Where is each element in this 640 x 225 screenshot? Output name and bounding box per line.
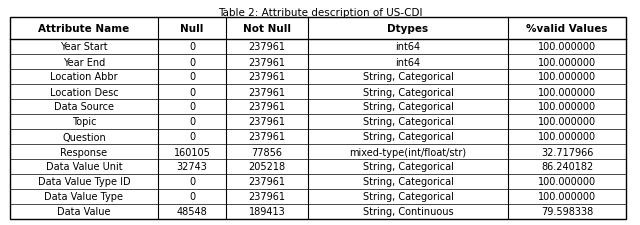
Text: Data Value Type ID: Data Value Type ID — [38, 177, 131, 187]
Text: Year Start: Year Start — [60, 42, 108, 52]
Text: Topic: Topic — [72, 117, 96, 127]
Text: String, Categorical: String, Categorical — [363, 132, 453, 142]
Text: Dtypes: Dtypes — [387, 24, 429, 34]
Text: 0: 0 — [189, 102, 195, 112]
Text: 100.000000: 100.000000 — [538, 72, 596, 82]
Text: Year End: Year End — [63, 57, 105, 67]
Text: 79.598338: 79.598338 — [541, 207, 593, 216]
Text: Null: Null — [180, 24, 204, 34]
Text: String, Categorical: String, Categorical — [363, 177, 453, 187]
Text: 0: 0 — [189, 177, 195, 187]
Text: 160105: 160105 — [173, 147, 211, 157]
Text: String, Categorical: String, Categorical — [363, 102, 453, 112]
Text: String, Categorical: String, Categorical — [363, 162, 453, 172]
Text: 0: 0 — [189, 117, 195, 127]
Text: Data Source: Data Source — [54, 102, 114, 112]
Text: mixed-type(int/float/str): mixed-type(int/float/str) — [349, 147, 467, 157]
Text: 100.000000: 100.000000 — [538, 177, 596, 187]
Text: 189413: 189413 — [248, 207, 285, 216]
Text: 0: 0 — [189, 132, 195, 142]
Text: Table 2: Attribute description of US-CDI: Table 2: Attribute description of US-CDI — [218, 8, 422, 18]
Text: int64: int64 — [396, 57, 420, 67]
Text: Response: Response — [60, 147, 108, 157]
Text: 77856: 77856 — [252, 147, 282, 157]
Text: 86.240182: 86.240182 — [541, 162, 593, 172]
Text: 100.000000: 100.000000 — [538, 57, 596, 67]
Text: 0: 0 — [189, 192, 195, 202]
Text: 205218: 205218 — [248, 162, 285, 172]
Text: String, Categorical: String, Categorical — [363, 72, 453, 82]
Text: Attribute Name: Attribute Name — [38, 24, 130, 34]
Text: Location Abbr: Location Abbr — [50, 72, 118, 82]
Text: 48548: 48548 — [177, 207, 207, 216]
Text: String, Categorical: String, Categorical — [363, 87, 453, 97]
Text: 237961: 237961 — [248, 117, 285, 127]
Text: Not Null: Not Null — [243, 24, 291, 34]
Text: %valid Values: %valid Values — [526, 24, 608, 34]
Text: int64: int64 — [396, 42, 420, 52]
Text: String, Categorical: String, Categorical — [363, 192, 453, 202]
Text: 237961: 237961 — [248, 102, 285, 112]
Text: String, Continuous: String, Continuous — [363, 207, 453, 216]
Text: Question: Question — [62, 132, 106, 142]
Text: 100.000000: 100.000000 — [538, 192, 596, 202]
Text: 32.717966: 32.717966 — [541, 147, 593, 157]
Text: 100.000000: 100.000000 — [538, 42, 596, 52]
Text: 237961: 237961 — [248, 132, 285, 142]
Text: 237961: 237961 — [248, 87, 285, 97]
Text: 0: 0 — [189, 57, 195, 67]
Text: 100.000000: 100.000000 — [538, 87, 596, 97]
Text: Location Desc: Location Desc — [50, 87, 118, 97]
Text: 100.000000: 100.000000 — [538, 102, 596, 112]
Text: 100.000000: 100.000000 — [538, 132, 596, 142]
Text: 237961: 237961 — [248, 42, 285, 52]
Text: 32743: 32743 — [177, 162, 207, 172]
Text: 237961: 237961 — [248, 177, 285, 187]
Text: Data Value Type: Data Value Type — [45, 192, 124, 202]
Text: 237961: 237961 — [248, 192, 285, 202]
Text: String, Categorical: String, Categorical — [363, 117, 453, 127]
Text: 0: 0 — [189, 72, 195, 82]
Text: 100.000000: 100.000000 — [538, 117, 596, 127]
Text: 0: 0 — [189, 42, 195, 52]
Text: 237961: 237961 — [248, 72, 285, 82]
Text: 0: 0 — [189, 87, 195, 97]
Text: Data Value: Data Value — [57, 207, 111, 216]
Text: Data Value Unit: Data Value Unit — [45, 162, 122, 172]
Text: 237961: 237961 — [248, 57, 285, 67]
